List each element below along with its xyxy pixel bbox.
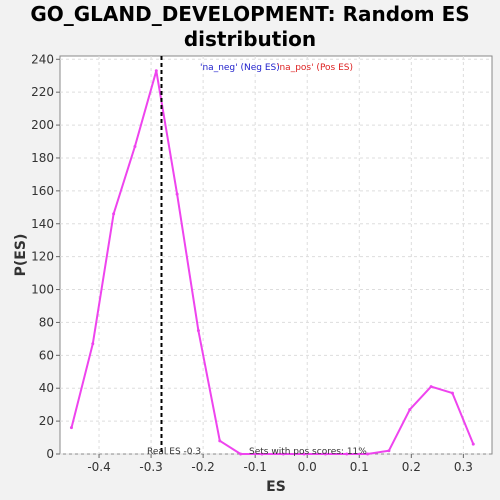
y-axis-label: P(ES) xyxy=(13,234,29,277)
data-point xyxy=(218,439,221,442)
plot-area xyxy=(60,56,492,454)
legend-pos-label: 'na_pos' (Pos ES) xyxy=(277,63,353,73)
pos-scores-label: Sets with pos scores: 11% xyxy=(249,447,367,457)
y-tick-label: 20 xyxy=(39,414,54,428)
y-tick-label: 240 xyxy=(31,52,54,66)
x-tick-label: -0.1 xyxy=(243,460,266,474)
y-tick-label: 200 xyxy=(31,118,54,132)
data-point xyxy=(197,329,200,332)
x-tick-label: 0.0 xyxy=(298,460,317,474)
y-tick-label: 100 xyxy=(31,283,54,297)
y-tick-label: 60 xyxy=(39,348,54,362)
data-point xyxy=(451,392,454,395)
x-tick-label: 0.3 xyxy=(454,460,473,474)
y-tick-label: 160 xyxy=(31,184,54,198)
data-point xyxy=(112,212,115,215)
x-axis-label: ES xyxy=(266,479,286,495)
x-tick-label: 0.2 xyxy=(402,460,421,474)
y-tick-label: 120 xyxy=(31,250,54,264)
real-es-label: Real ES -0.3 xyxy=(147,447,201,457)
y-tick-label: 0 xyxy=(46,447,54,461)
data-point xyxy=(430,385,433,388)
y-tick-label: 220 xyxy=(31,85,54,99)
data-point xyxy=(70,426,73,429)
data-point xyxy=(408,408,411,411)
data-point xyxy=(387,449,390,452)
y-tick-label: 40 xyxy=(39,381,54,395)
x-tick-label: -0.4 xyxy=(87,460,110,474)
data-point xyxy=(472,443,475,446)
y-tick-label: 140 xyxy=(31,217,54,231)
y-tick-label: 80 xyxy=(39,315,54,329)
x-tick-label: 0.1 xyxy=(350,460,369,474)
data-point xyxy=(155,69,158,72)
x-tick-label: -0.3 xyxy=(139,460,162,474)
data-point xyxy=(91,342,94,345)
data-point xyxy=(133,145,136,148)
y-tick-label: 180 xyxy=(31,151,54,165)
data-point xyxy=(239,453,242,456)
legend-neg-label: 'na_neg' (Neg ES) xyxy=(200,63,280,73)
data-point xyxy=(176,193,179,196)
x-tick-label: -0.2 xyxy=(191,460,214,474)
